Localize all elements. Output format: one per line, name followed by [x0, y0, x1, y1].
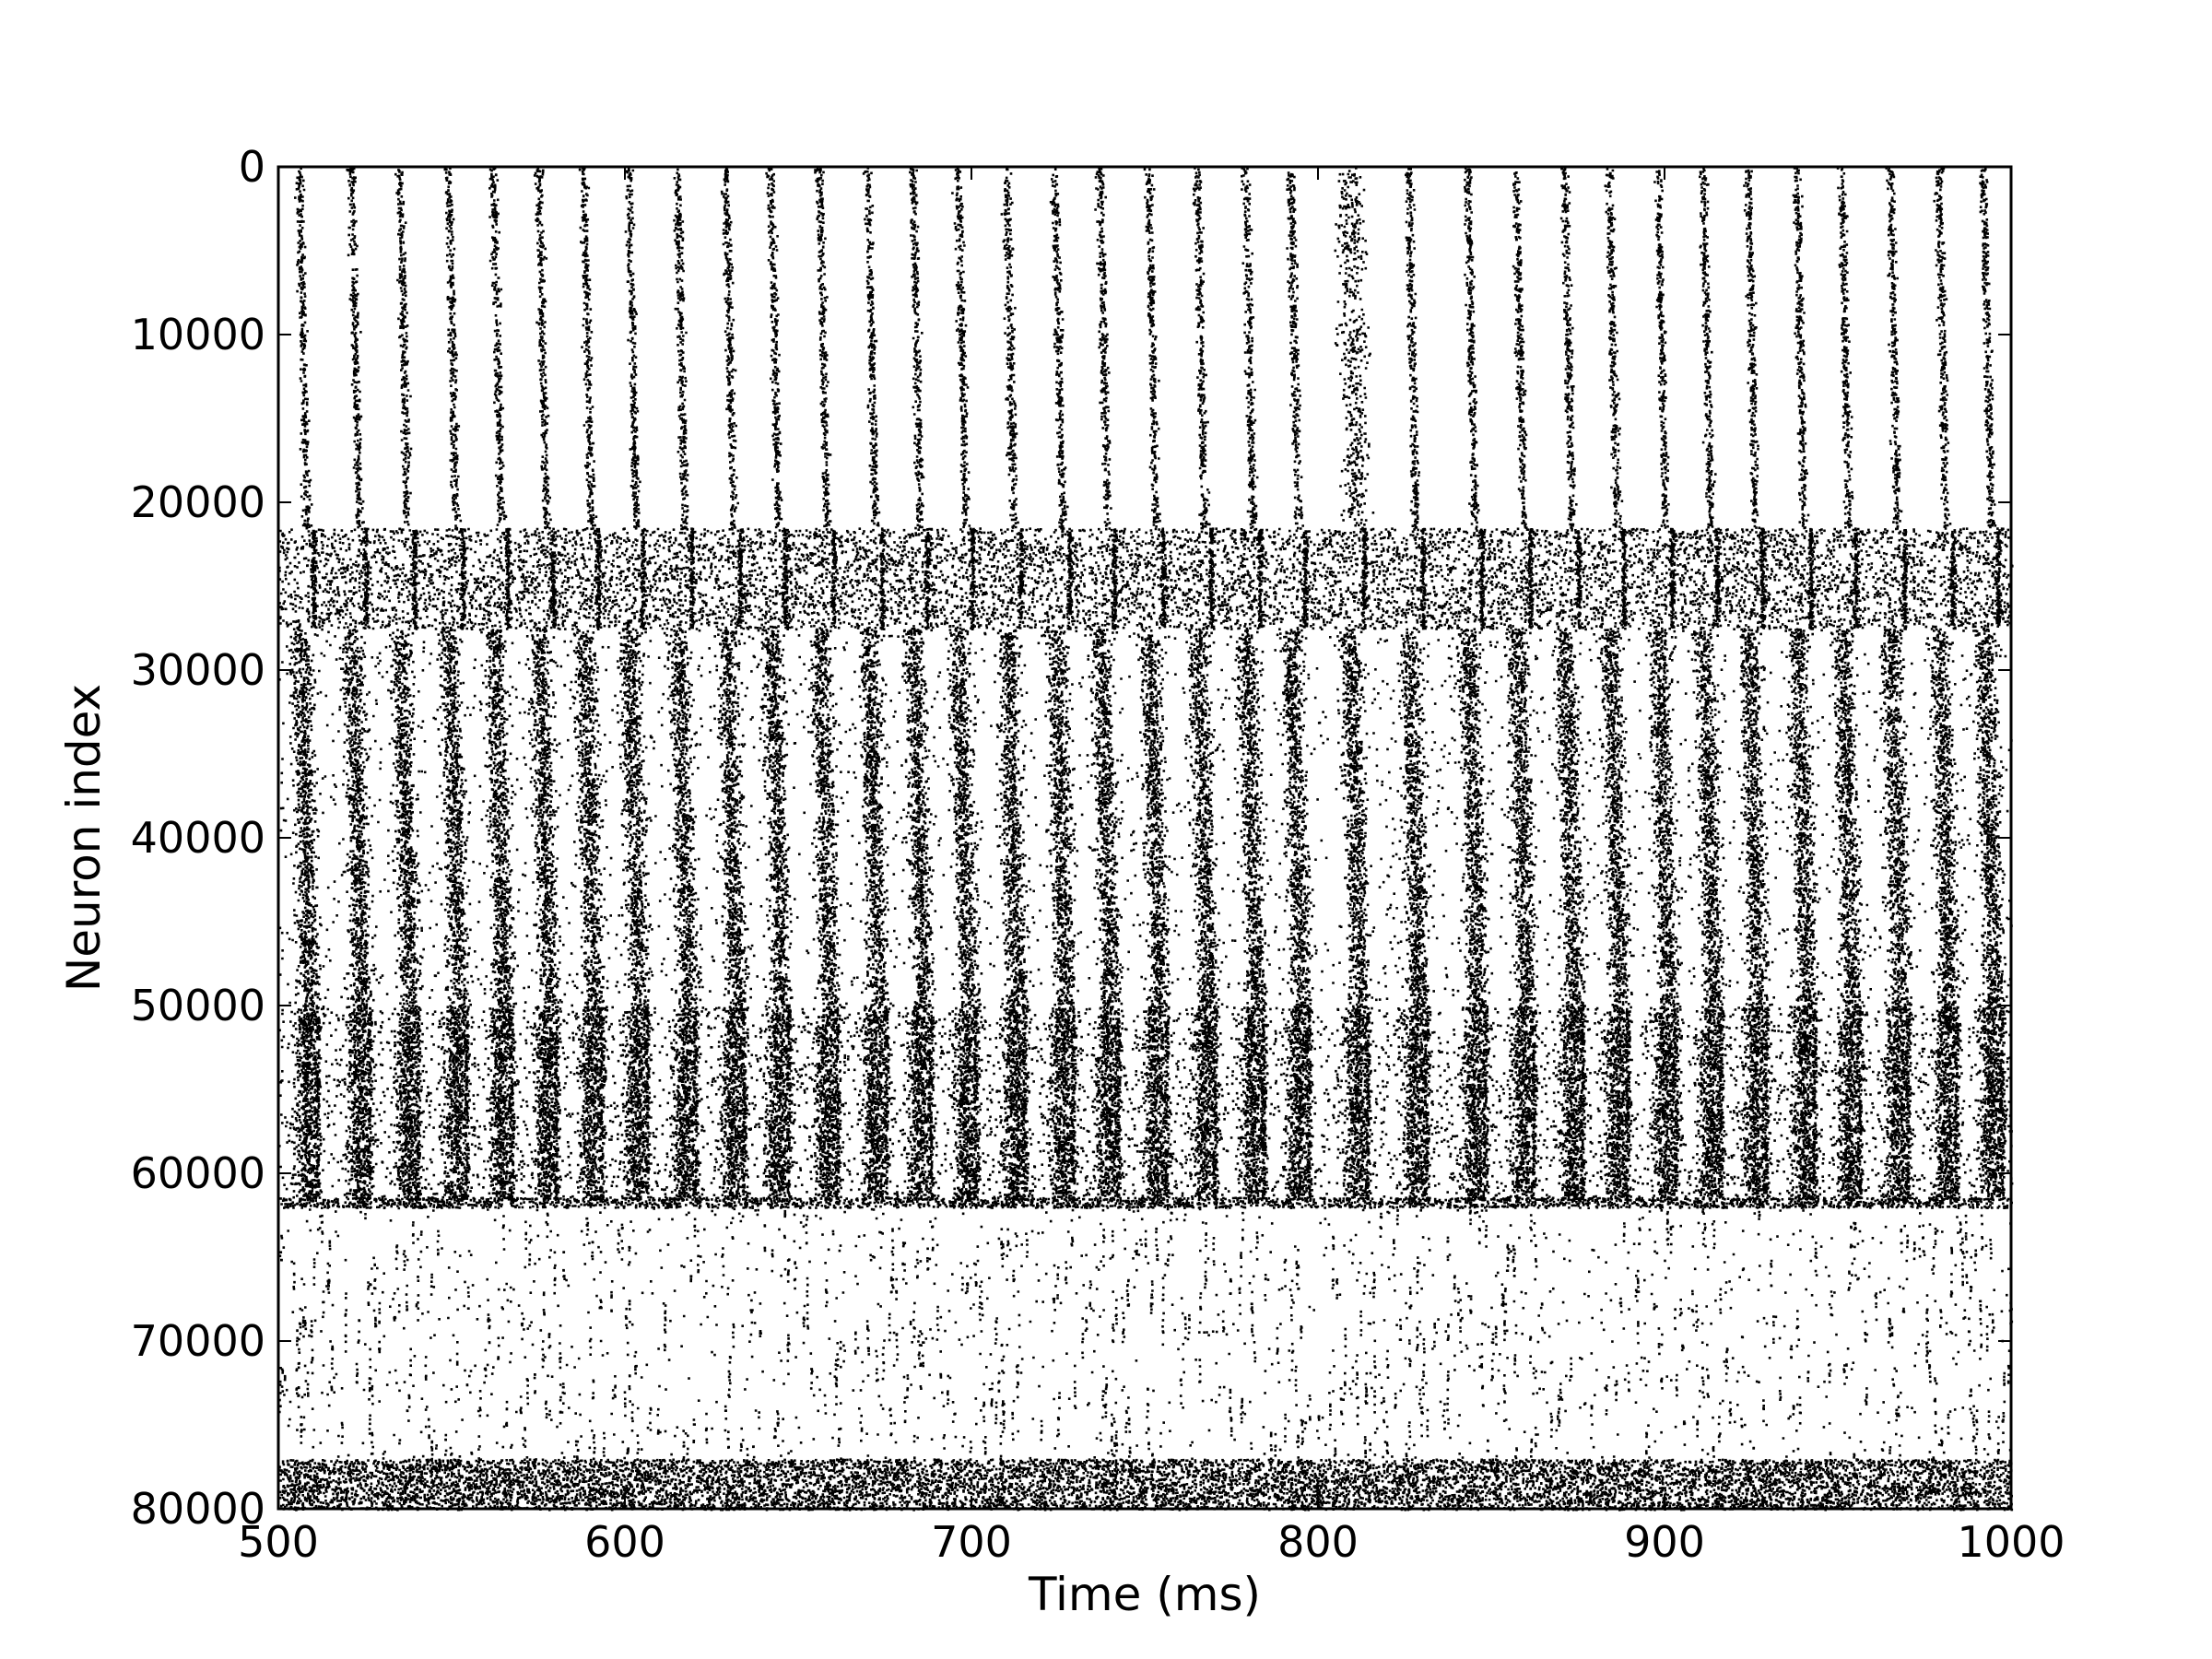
y-axis: 0 10000 20000 30000 40000 50000 60000 70000 8000… [131, 142, 2011, 1534]
y-tick-label: 20000 [131, 477, 265, 527]
y-tick-label: 30000 [131, 645, 265, 695]
x-axis-label: Time (ms) [1028, 1568, 1261, 1621]
y-axis-label: Neuron index [57, 684, 111, 992]
x-tick-label: 1000 [1957, 1517, 2065, 1567]
x-tick-label: 800 [1277, 1517, 1359, 1567]
spike-dots [278, 167, 2014, 1512]
y-tick-label: 70000 [131, 1316, 265, 1366]
y-tick-label: 50000 [131, 981, 265, 1030]
y-tick-label: 0 [239, 142, 265, 192]
x-tick-label: 600 [584, 1517, 665, 1567]
x-axis: 500 600 700 800 900 1000 [238, 167, 2065, 1567]
y-tick-label: 60000 [131, 1148, 265, 1198]
y-tick-label: 10000 [131, 310, 265, 359]
y-tick-label: 40000 [131, 813, 265, 863]
x-tick-label: 900 [1624, 1517, 1705, 1567]
y-tick-label: 80000 [131, 1484, 265, 1534]
spike-points [278, 167, 2014, 1512]
x-tick-label: 700 [931, 1517, 1012, 1567]
x-tick-label: 500 [238, 1517, 319, 1567]
